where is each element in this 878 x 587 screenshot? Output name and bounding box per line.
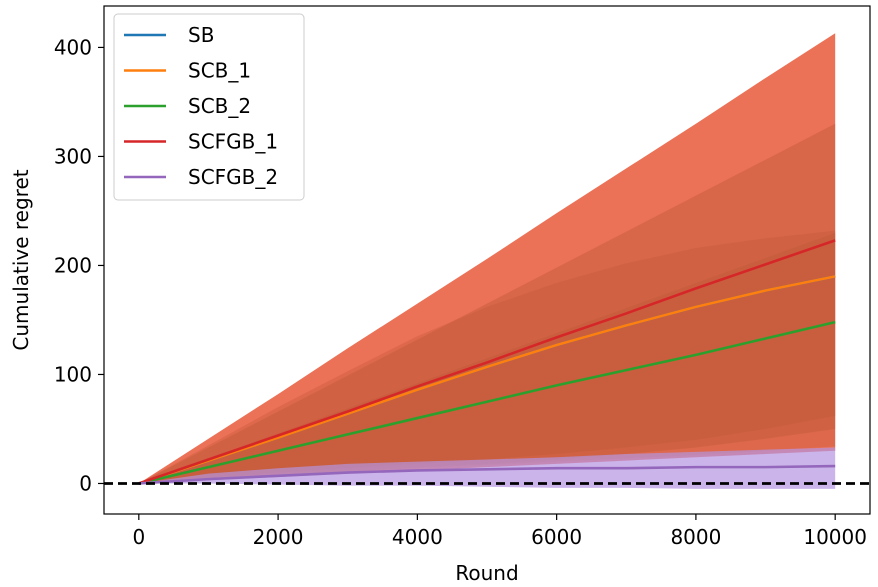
legend-label-sb: SB [188,23,214,47]
y-tick-label: 100 [54,362,92,386]
legend-label-scb-1: SCB_1 [188,59,251,83]
plot-frame [103,5,871,515]
line-scfgb-2 [138,464,836,485]
legend-label-scfgb-2: SCFGB_2 [188,165,278,189]
legend-label-scfgb-1: SCFGB_1 [188,130,278,154]
series-lines [138,239,836,485]
x-axis-ticks: 0 2000 4000 6000 8000 10000 [132,514,867,549]
y-tick-label: 400 [54,35,92,59]
band-scfgb-1 [138,33,836,484]
confidence-bands [138,33,836,489]
line-scfgb-1 [138,239,836,485]
y-tick-label: 300 [54,144,92,168]
y-axis-ticks: 0 100 200 300 400 [54,35,104,495]
band-sb [138,230,836,484]
legend: SB SCB_1 SCB_2 SCFGB_1 SCFGB_2 [113,13,305,201]
line-scb-2 [138,320,836,485]
x-tick-label: 4000 [392,525,443,549]
legend-label-scb-2: SCB_2 [188,94,251,118]
y-axis-label: Cumulative regret [9,169,33,350]
x-axis-label: Round [455,561,518,585]
legend-box [113,13,305,201]
x-tick-label: 6000 [531,525,582,549]
x-tick-label: 8000 [670,525,721,549]
x-tick-label: 2000 [253,525,304,549]
y-tick-label: 0 [79,471,92,495]
band-scb-1 [138,123,836,484]
band-scb-2 [138,232,836,484]
x-tick-label: 0 [132,525,145,549]
line-scb-1 [138,275,836,485]
y-tick-label: 200 [54,253,92,277]
x-tick-label: 10000 [803,525,867,549]
